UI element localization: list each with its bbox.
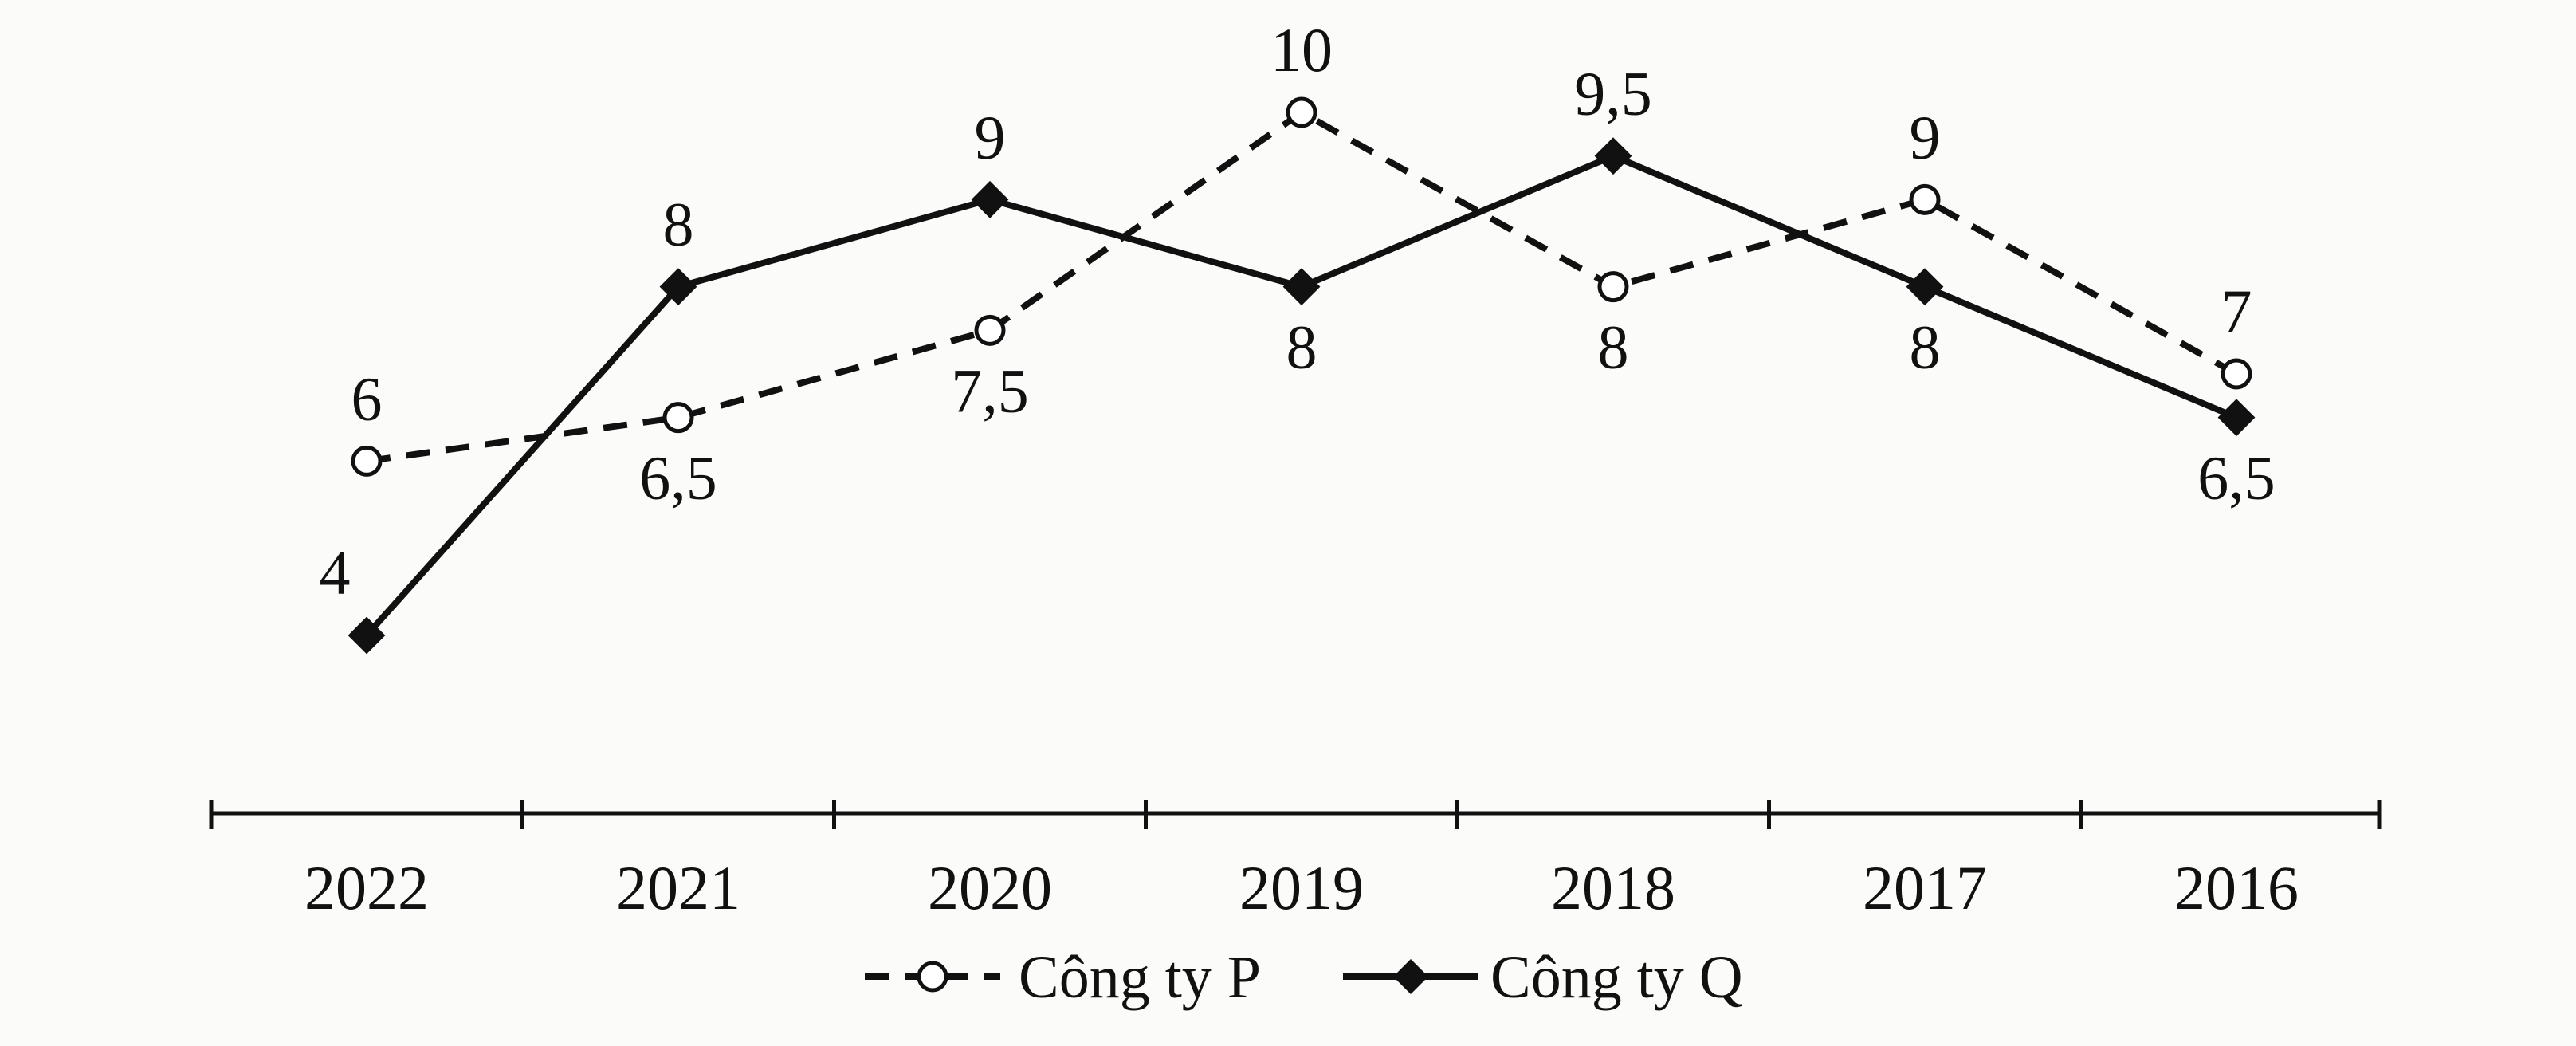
x-tick-label: 2020: [928, 853, 1052, 922]
data-point-cong-ty-q: [1594, 137, 1632, 175]
data-label-cong-ty-p: 7: [2221, 277, 2252, 346]
data-point-cong-ty-p: [1286, 96, 1317, 128]
x-tick-label: 2021: [616, 853, 740, 922]
data-label-cong-ty-p: 8: [1598, 313, 1629, 382]
data-label-cong-ty-q: 4: [320, 538, 351, 608]
x-tick-label: 2019: [1239, 853, 1364, 922]
series-line-cong-ty-q: [364, 152, 2238, 638]
data-label-cong-ty-q: 9,5: [1574, 59, 1652, 128]
data-label-cong-ty-q: 6,5: [2197, 443, 2276, 513]
x-tick-label: 2016: [2174, 853, 2299, 922]
data-labels: 6 6,5 7,5 10 8 9 7 4 8 9 8 9,5 8 6,5: [320, 15, 2276, 608]
data-point-cong-ty-p: [351, 445, 383, 477]
x-tick-label: 2017: [1863, 853, 1987, 922]
legend: Công ty P Công ty Q: [865, 944, 1743, 1011]
data-label-cong-ty-q: 9: [975, 102, 1006, 171]
legend-marker-cong-ty-p: [917, 961, 948, 993]
data-label-cong-ty-q: 8: [1286, 313, 1317, 382]
x-tick-label: 2022: [304, 853, 429, 922]
data-point-cong-ty-q: [1282, 268, 1321, 306]
data-label-cong-ty-q: 8: [1910, 313, 1941, 382]
data-point-cong-ty-q: [348, 616, 386, 655]
data-label-cong-ty-p: 9: [1910, 102, 1941, 171]
data-label-cong-ty-p: 6,5: [639, 443, 717, 513]
data-point-cong-ty-p: [2221, 358, 2252, 390]
data-label-cong-ty-q: 8: [663, 190, 694, 259]
data-point-cong-ty-q: [659, 268, 697, 306]
legend-marker-cong-ty-q: [1393, 959, 1428, 994]
data-point-cong-ty-p: [1909, 183, 1941, 215]
data-point-cong-ty-p: [662, 402, 694, 434]
data-label-cong-ty-p: 7,5: [951, 356, 1029, 425]
data-point-cong-ty-p: [974, 314, 1006, 346]
legend-label-cong-ty-p: Công ty P: [1019, 944, 1261, 1011]
x-tick-label: 2018: [1551, 853, 1675, 922]
series-markers: [348, 96, 2256, 655]
data-label-cong-ty-p: 10: [1270, 15, 1333, 85]
data-label-cong-ty-p: 6: [351, 364, 383, 433]
data-point-cong-ty-q: [2217, 399, 2256, 437]
data-point-cong-ty-q: [1906, 268, 1944, 306]
data-point-cong-ty-q: [971, 180, 1009, 218]
data-point-cong-ty-p: [1597, 271, 1629, 303]
x-axis: 2022 2021 2020 2019 2018 2017 2016: [209, 800, 2382, 922]
legend-label-cong-ty-q: Công ty Q: [1490, 944, 1743, 1011]
